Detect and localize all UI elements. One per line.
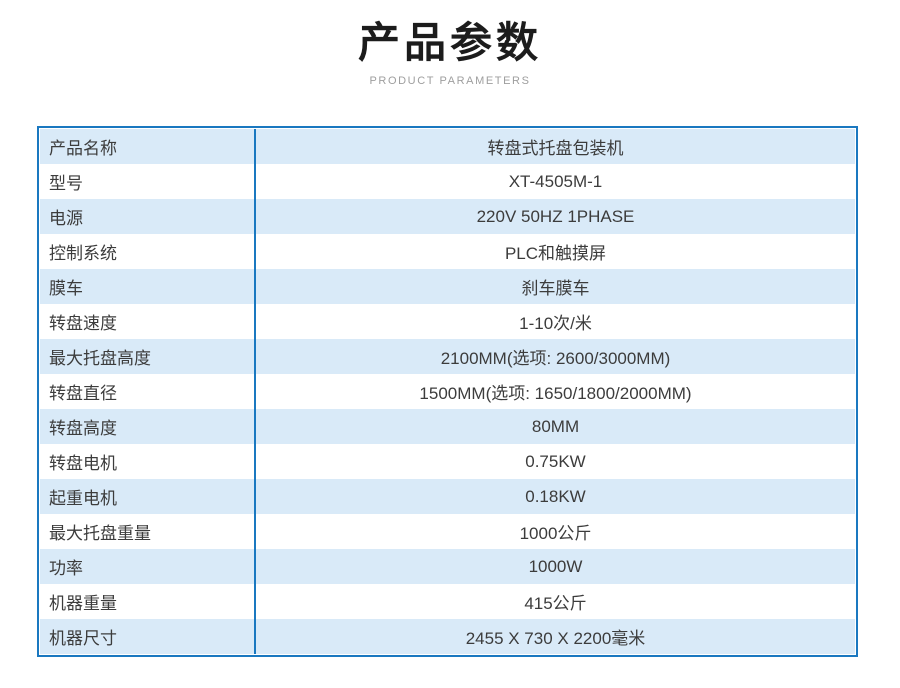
page-subtitle: PRODUCT PARAMETERS [369,75,531,88]
page-header: 产品参数 PRODUCT PARAMETERS [0,0,900,87]
row-label: 型号 [40,164,256,199]
row-value: 0.18KW [525,486,586,506]
row-value: 刹车膜车 [521,279,590,298]
row-label: 机器尺寸 [40,619,256,654]
table-row: 控制系统 PLC和触摸屏 [40,234,855,269]
table-row: 机器尺寸 2455 X 730 X 2200毫米 [40,619,855,654]
table-row: 转盘高度 80MM [40,409,855,444]
row-label: 转盘直径 [40,374,256,409]
row-value: 1-10次/米 [519,314,592,333]
table-row: 最大托盘重量 1000公斤 [40,514,855,549]
table-row: 转盘速度 1-10次/米 [40,304,855,339]
page-title: 产品参数 [357,19,542,66]
row-label: 机器重量 [40,584,256,619]
row-value: XT-4505M-1 [508,171,603,191]
table-row: 转盘电机 0.75KW [40,444,855,479]
row-value: 1500MM(选项: 1650/1800/2000MM) [419,384,692,403]
row-label: 控制系统 [40,234,256,269]
row-value: 0.75KW [525,451,586,471]
table-row: 型号 XT-4505M-1 [40,164,855,199]
row-label: 产品名称 [40,129,256,164]
row-label: 最大托盘重量 [40,514,256,549]
row-label: 转盘速度 [40,304,256,339]
row-label: 转盘电机 [40,444,256,479]
row-value: 转盘式托盘包装机 [487,139,624,158]
table-row: 转盘直径 1500MM(选项: 1650/1800/2000MM) [40,374,855,409]
row-value: 2100MM(选项: 2600/3000MM) [440,349,671,368]
row-label: 起重电机 [40,479,256,514]
row-value: 1000公斤 [519,524,592,543]
table-row: 功率 1000W [40,549,855,584]
row-value: 1000W [528,556,583,576]
table-row: 起重电机 0.18KW [40,479,855,514]
table-row: 电源 220V 50HZ 1PHASE [40,199,855,234]
table-row: 机器重量 415公斤 [40,584,855,619]
row-value: 220V 50HZ 1PHASE [476,206,635,226]
spec-table: 产品名称 转盘式托盘包装机 型号 XT-4505M-1 电源 220V 50HZ… [37,126,858,657]
row-label: 最大托盘高度 [40,339,256,374]
row-label: 膜车 [40,269,256,304]
table-row: 膜车 刹车膜车 [40,269,855,304]
row-label: 电源 [40,199,256,234]
row-value: 80MM [531,416,580,436]
table-row: 最大托盘高度 2100MM(选项: 2600/3000MM) [40,339,855,374]
row-value: PLC和触摸屏 [504,244,607,263]
row-value: 2455 X 730 X 2200毫米 [465,629,646,648]
row-label: 功率 [40,549,256,584]
row-value: 415公斤 [524,594,587,613]
spec-table-body: 产品名称 转盘式托盘包装机 型号 XT-4505M-1 电源 220V 50HZ… [40,129,855,654]
table-row: 产品名称 转盘式托盘包装机 [40,129,855,164]
row-label: 转盘高度 [40,409,256,444]
